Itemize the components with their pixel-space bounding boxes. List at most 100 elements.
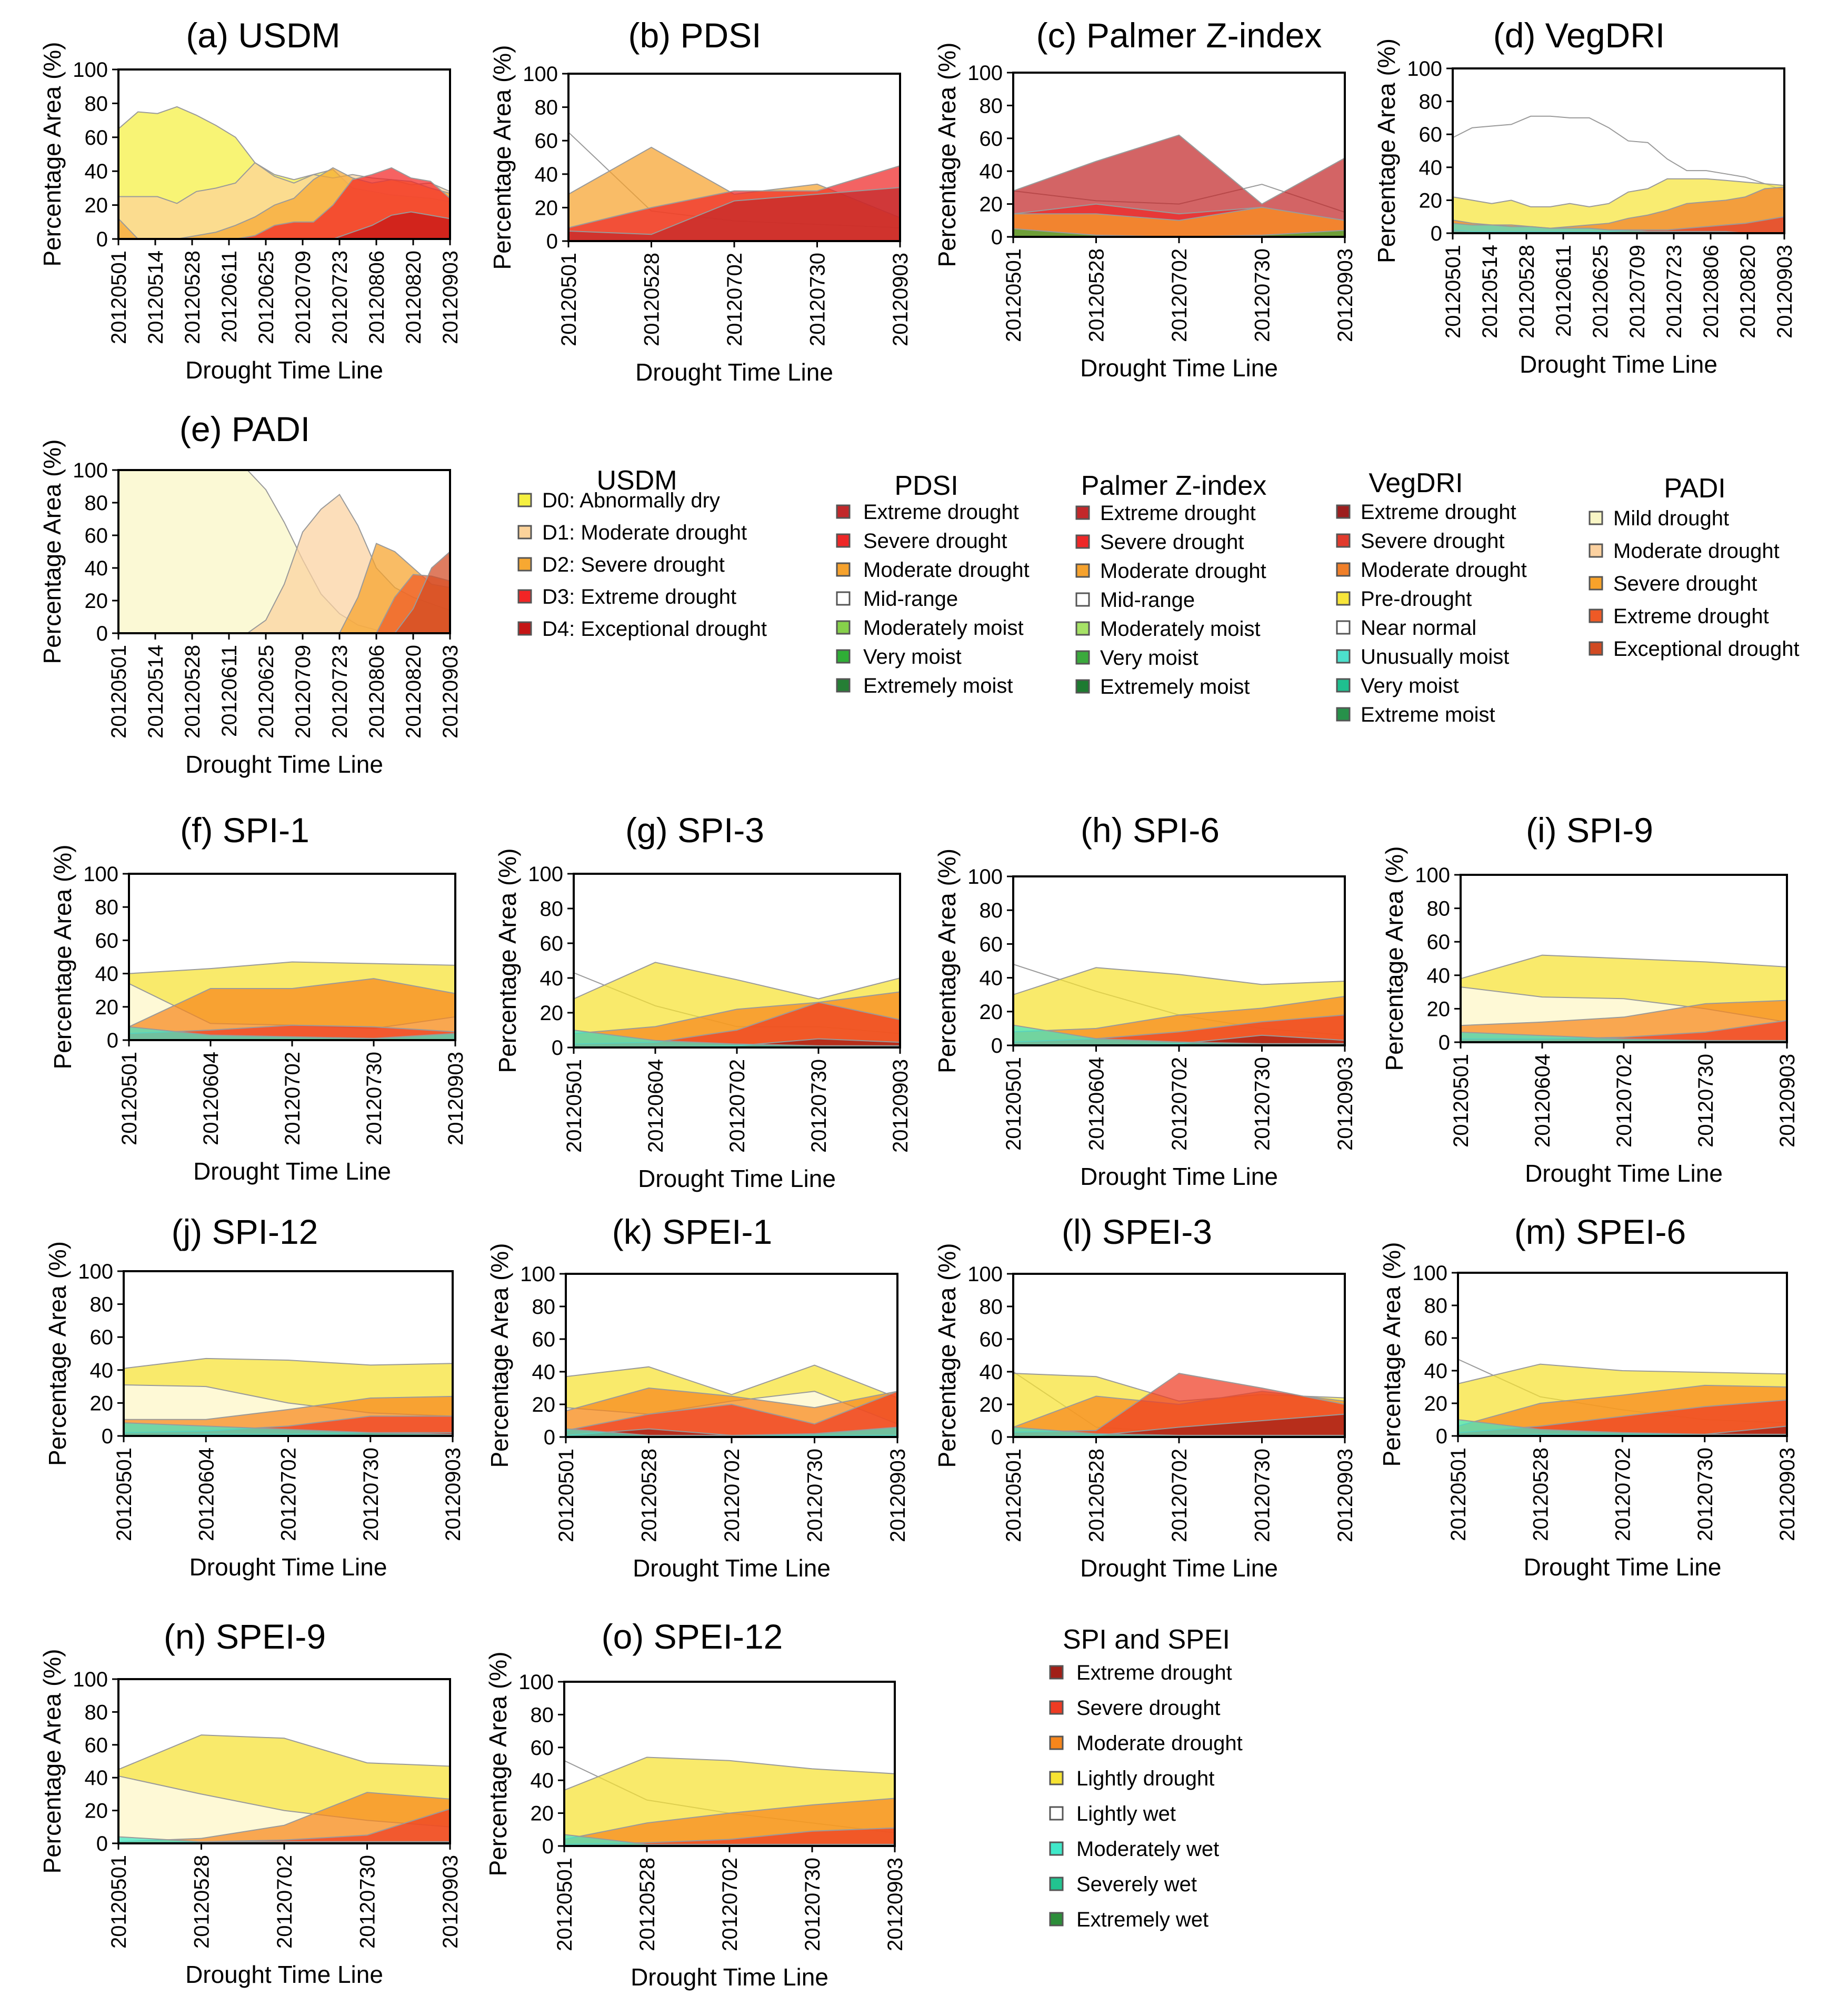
legend-swatch <box>1049 1735 1064 1750</box>
x-tick-label: 20120702 <box>726 1059 749 1153</box>
legend-swatch <box>836 591 851 606</box>
x-axis-label: Drought Time Line <box>633 1554 831 1582</box>
x-tick-label: 20120625 <box>255 645 278 738</box>
x-tick-label: 20120702 <box>1168 248 1191 342</box>
legend-swatch <box>1075 505 1090 520</box>
x-tick-label: 20120611 <box>218 251 241 343</box>
legend-swatch <box>1589 543 1603 558</box>
x-axis-label: Drought Time Line <box>631 1963 828 1991</box>
x-tick-label: 20120730 <box>806 253 830 346</box>
x-tick-label: 20120903 <box>886 1449 910 1542</box>
x-tick-label: 20120702 <box>277 1448 301 1541</box>
legend-label: D2: Severe drought <box>542 553 725 576</box>
x-tick-label: 20120528 <box>191 1855 214 1949</box>
x-tick-label: 20120730 <box>363 1052 386 1145</box>
chart-i: (i) SPI-9 0 20 40 60 80 100 20120501 20120604 201… <box>1381 811 1799 1187</box>
y-tick-label: 100 <box>73 459 108 482</box>
x-axis-label: Drought Time Line <box>1520 351 1717 378</box>
legend-label: Severe drought <box>1100 531 1244 554</box>
y-tick-label: 0 <box>96 622 108 645</box>
chart-title: (f) SPI-1 <box>180 811 309 850</box>
legend-swatch <box>1589 576 1603 591</box>
plot-frame <box>117 469 451 634</box>
y-tick-label: 0 <box>552 1036 563 1060</box>
x-tick-label: 20120604 <box>199 1052 223 1145</box>
chart-title: (d) VegDRI <box>1493 16 1665 55</box>
legend-label: D1: Moderate drought <box>542 521 747 544</box>
y-tick-label: 60 <box>85 126 108 149</box>
y-axis-label: Percentage Area (%) <box>1373 38 1400 263</box>
legend-swatch <box>1075 650 1090 665</box>
y-tick-label: 20 <box>535 196 558 219</box>
y-tick-label: 80 <box>980 1295 1003 1319</box>
y-tick-label: 100 <box>83 863 118 886</box>
legend-label: Severe drought <box>1613 572 1757 595</box>
x-tick-label: 20120528 <box>181 645 204 738</box>
x-tick-label: 20120730 <box>359 1448 383 1541</box>
legend-label: Extremely moist <box>1100 675 1250 698</box>
y-tick-label: 0 <box>96 1832 108 1855</box>
x-tick-label: 20120604 <box>1531 1054 1554 1147</box>
chart-c: (c) Palmer Z-index 0 20 40 60 80 100 20120501 20… <box>933 16 1357 382</box>
x-tick-label: 20120820 <box>402 251 425 344</box>
y-tick-label: 100 <box>1415 864 1450 887</box>
y-tick-label: 80 <box>532 1295 556 1319</box>
x-tick-label: 20120702 <box>1168 1449 1191 1542</box>
y-tick-label: 40 <box>85 160 108 183</box>
y-tick-label: 60 <box>532 1328 556 1351</box>
x-tick-label: 20120514 <box>1479 245 1502 338</box>
x-tick-label: 20120501 <box>553 1858 576 1951</box>
chart-a: (a) USDM 0 20 40 60 80 100 20120501 20120514 2012… <box>38 16 462 384</box>
y-tick-label: 0 <box>96 228 108 251</box>
x-tick-label: 20120501 <box>563 1059 586 1153</box>
x-tick-label: 20120528 <box>641 253 664 346</box>
y-tick-label: 80 <box>85 92 108 115</box>
x-tick-label: 20120903 <box>439 1855 462 1949</box>
y-tick-label: 20 <box>980 1001 1003 1024</box>
chart-l: (l) SPEI-3 0 20 40 60 80 100 20120501 20120528 20… <box>933 1212 1357 1582</box>
legend-label: Lightly drought <box>1076 1767 1214 1790</box>
x-tick-label: 20120604 <box>644 1059 667 1153</box>
legend-padi: PADI Mild drought Moderate drought Severe d… <box>1589 473 1800 661</box>
chart-title: (c) Palmer Z-index <box>1036 16 1322 55</box>
legend-swatch <box>1075 592 1090 607</box>
legend-label: Severely wet <box>1076 1873 1197 1896</box>
x-tick-label: 20120501 <box>1002 1449 1025 1542</box>
x-tick-label: 20120625 <box>255 251 278 344</box>
y-tick-label: 60 <box>1419 123 1443 146</box>
y-tick-label: 60 <box>980 933 1003 956</box>
y-tick-label: 40 <box>535 163 558 186</box>
chart-n: (n) SPEI-9 0 20 40 60 80 100 20120501 20120528 20… <box>38 1617 462 1988</box>
x-tick-label: 20120730 <box>804 1449 827 1542</box>
x-tick-label: 20120709 <box>292 645 315 738</box>
y-axis-label: Percentage Area (%) <box>486 1243 513 1468</box>
legend-swatch <box>1075 679 1090 694</box>
x-tick-label: 20120903 <box>889 1059 912 1153</box>
y-tick-label: 20 <box>85 590 108 613</box>
y-tick-label: 60 <box>535 129 558 153</box>
legend-label: Moderate drought <box>863 558 1030 582</box>
x-tick-label: 20120709 <box>1626 245 1649 338</box>
y-tick-label: 40 <box>531 1769 554 1792</box>
legend-swatch <box>1049 1771 1064 1785</box>
y-axis-label: Percentage Area (%) <box>1378 1242 1405 1466</box>
legend-swatch <box>836 678 851 693</box>
y-axis-label: Percentage Area (%) <box>933 1243 961 1468</box>
x-tick-label: 20120730 <box>1251 248 1274 342</box>
y-tick-label: 60 <box>540 932 564 955</box>
legend-label: Lightly wet <box>1076 1802 1176 1825</box>
y-tick-label: 100 <box>1407 57 1442 81</box>
x-axis-label: Drought Time Line <box>185 751 383 778</box>
legend-swatch <box>836 533 851 548</box>
y-tick-label: 0 <box>1431 222 1442 245</box>
x-tick-label: 20120730 <box>1694 1054 1717 1147</box>
y-tick-label: 0 <box>1439 1031 1450 1054</box>
x-axis-label: Drought Time Line <box>185 356 383 384</box>
x-tick-label: 20120723 <box>1663 245 1686 338</box>
x-tick-label: 20120903 <box>1334 1057 1357 1151</box>
y-tick-label: 20 <box>1424 1392 1448 1415</box>
legend-label: Extreme drought <box>1361 501 1516 524</box>
y-tick-label: 20 <box>980 1393 1003 1416</box>
